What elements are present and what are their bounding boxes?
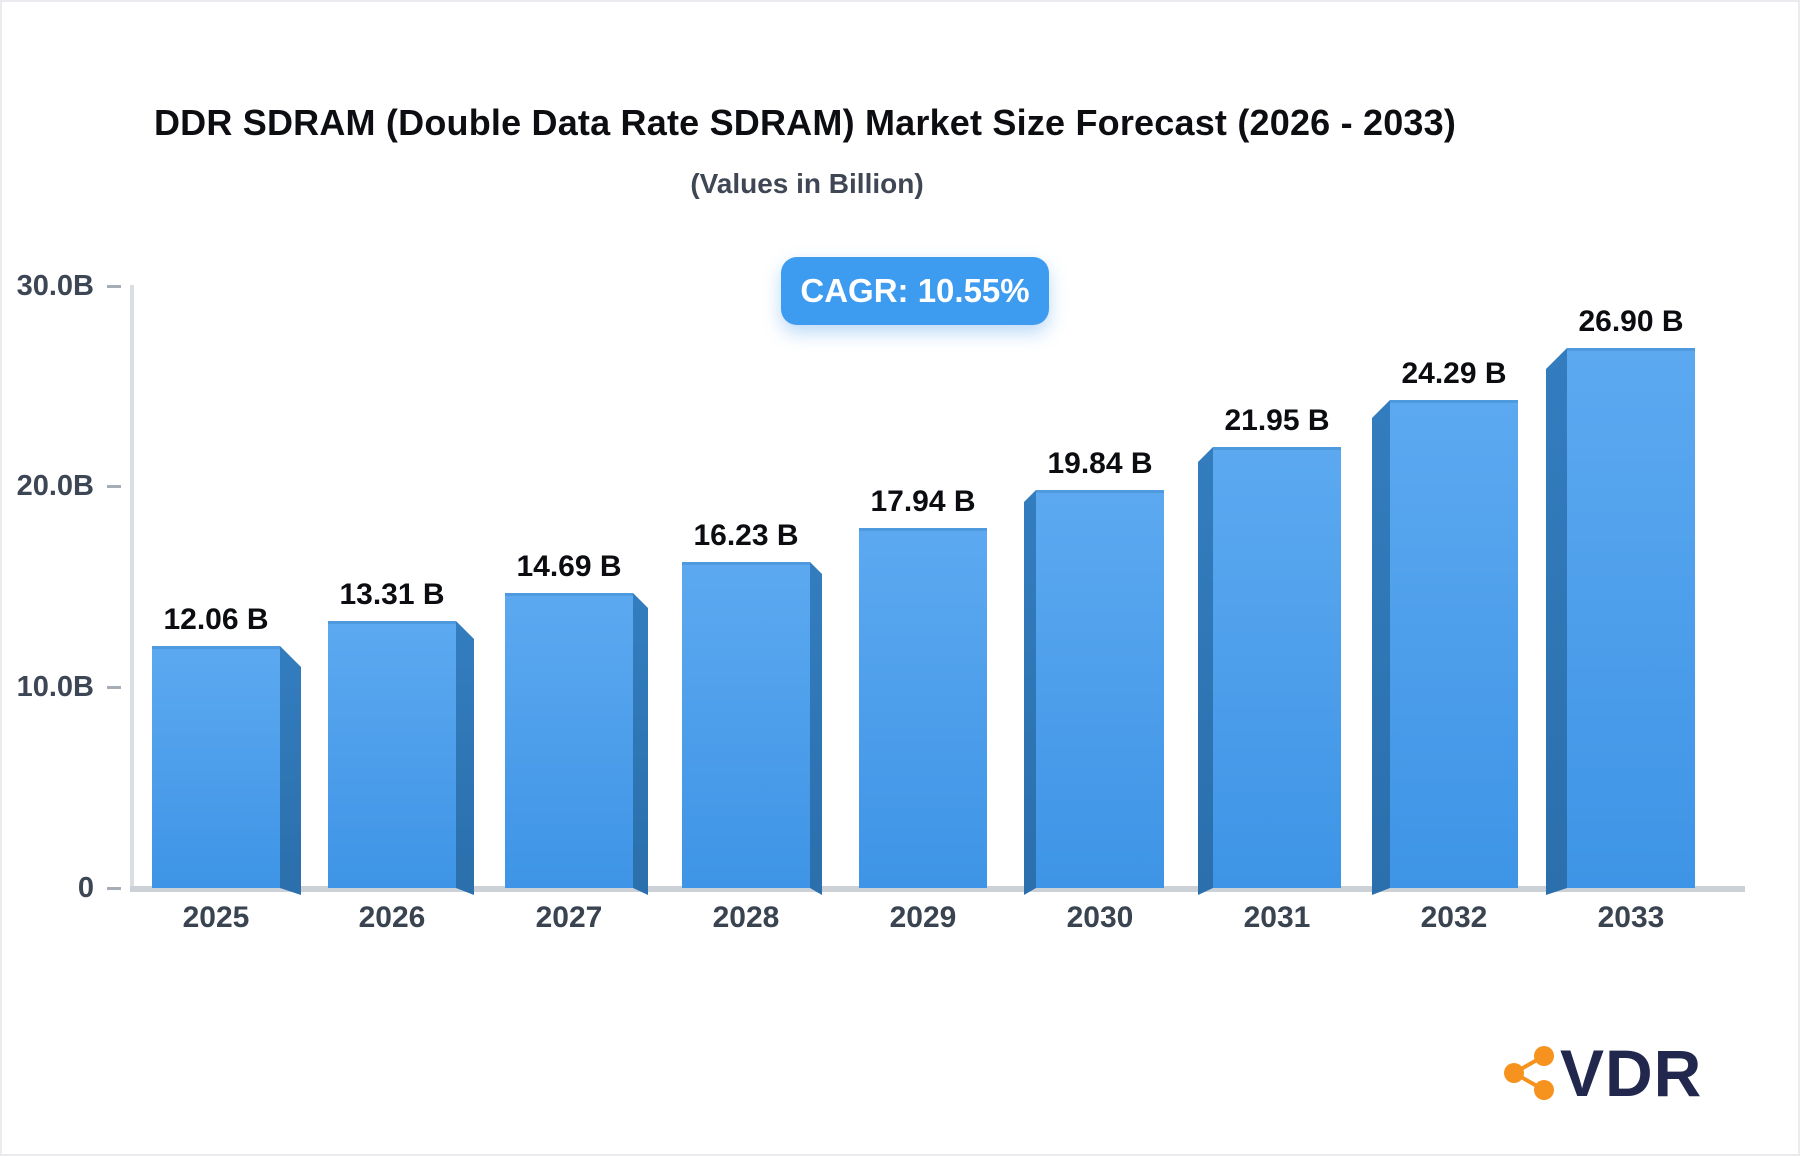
bar-value-label-2027: 14.69 B xyxy=(516,550,622,583)
bar-side-2028 xyxy=(810,562,822,895)
bar-2031 xyxy=(1213,447,1341,888)
bar-side-2030 xyxy=(1024,490,1036,895)
vdr-logo: VDR xyxy=(1502,1040,1702,1106)
bar-2025 xyxy=(152,646,280,888)
bar-value-label-2026: 13.31 B xyxy=(339,578,445,611)
bar-side-2026 xyxy=(456,621,474,895)
bar-value-label-2033: 26.90 B xyxy=(1578,305,1684,338)
bar-2032 xyxy=(1390,400,1518,888)
bar-2029 xyxy=(859,528,987,888)
x-axis-label-2025: 2025 xyxy=(182,901,250,934)
x-axis-label-2032: 2032 xyxy=(1420,901,1488,934)
x-axis-line xyxy=(130,886,1745,892)
bar-value-label-2031: 21.95 B xyxy=(1224,404,1330,437)
logo-text: VDR xyxy=(1560,1036,1703,1110)
bar-value-label-2032: 24.29 B xyxy=(1401,357,1507,390)
x-axis-label-2030: 2030 xyxy=(1066,901,1134,934)
x-axis-label-2031: 2031 xyxy=(1243,901,1311,934)
bar-2033 xyxy=(1567,348,1695,888)
y-axis-tick-label: 0 xyxy=(77,872,94,904)
bar-value-label-2025: 12.06 B xyxy=(163,603,269,636)
share-network-icon xyxy=(1504,1046,1554,1100)
x-axis-label-2028: 2028 xyxy=(712,901,780,934)
x-axis-label-2026: 2026 xyxy=(358,901,426,934)
chart-title: DDR SDRAM (Double Data Rate SDRAM) Marke… xyxy=(153,102,1457,143)
bar-side-2027 xyxy=(633,593,648,895)
x-axis-label-2029: 2029 xyxy=(889,901,957,934)
bar-side-2025 xyxy=(280,646,301,895)
y-axis-line xyxy=(130,285,134,892)
bar-2027 xyxy=(505,593,633,888)
bar-2028 xyxy=(682,562,810,888)
y-axis-tick-mark xyxy=(107,887,121,890)
y-axis-tick-mark xyxy=(107,285,121,288)
y-axis-tick-label: 20.0B xyxy=(16,470,94,502)
bar-2030 xyxy=(1036,490,1164,888)
bar-value-label-2030: 19.84 B xyxy=(1047,447,1153,480)
bar-side-2032 xyxy=(1372,400,1390,895)
bar-value-label-2028: 16.23 B xyxy=(693,519,799,552)
bar-side-2031 xyxy=(1198,447,1213,895)
y-axis-tick-mark xyxy=(107,485,121,488)
cagr-badge: CAGR: 10.55% xyxy=(781,257,1049,325)
x-axis-label-2033: 2033 xyxy=(1597,901,1665,934)
bar-side-2033 xyxy=(1546,348,1567,895)
chart-subtitle: (Values in Billion) xyxy=(690,168,924,199)
x-axis-label-2027: 2027 xyxy=(535,901,603,934)
bar-value-label-2029: 17.94 B xyxy=(870,485,976,518)
y-axis-tick-label: 30.0B xyxy=(16,270,94,302)
bar-2026 xyxy=(328,621,456,888)
y-axis-tick-mark xyxy=(107,686,121,689)
y-axis-tick-label: 10.0B xyxy=(16,671,94,703)
